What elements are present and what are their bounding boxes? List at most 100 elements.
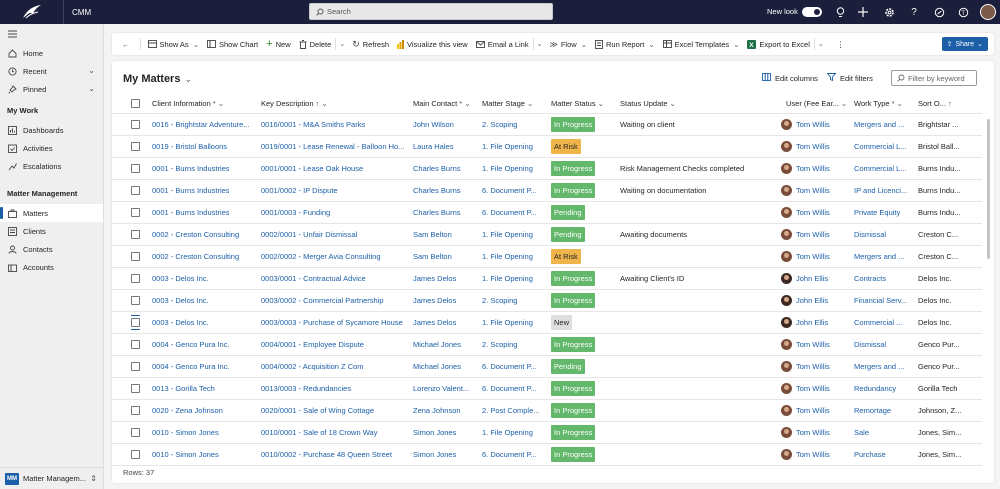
table-row[interactable]: 0003 - Delos Inc. 0003/0001 - Contractual… <box>112 268 982 290</box>
column-header-matter-stage[interactable]: Matter Stage ⌄ <box>482 98 534 108</box>
matter-stage-link[interactable]: 6. Document P... <box>482 450 537 459</box>
table-row[interactable]: 0002 - Creston Consulting 0002/0002 - Mer… <box>112 246 982 268</box>
sidebar-item-pinned[interactable]: Pinned ⌄ <box>0 80 103 98</box>
user-avatar[interactable] <box>980 4 996 20</box>
client-link[interactable]: 0010 - Simon Jones <box>152 428 219 437</box>
column-header-matter-status[interactable]: Matter Status ⌄ <box>551 98 604 108</box>
view-selector[interactable]: My Matters ⌄ <box>123 73 192 85</box>
row-checkbox[interactable] <box>131 400 140 421</box>
back-button[interactable]: ← <box>118 33 137 55</box>
client-link[interactable]: 0003 - Delos Inc. <box>152 296 209 305</box>
delete-button[interactable]: Delete <box>295 33 336 55</box>
main-contact-link[interactable]: Simon Jones <box>413 450 457 459</box>
teams-icon[interactable]: T <box>956 5 970 19</box>
settings-gear-icon[interactable] <box>882 5 896 19</box>
new-button[interactable]: + New <box>262 33 294 55</box>
copilot-icon[interactable] <box>932 5 946 19</box>
matter-stage-link[interactable]: 6. Document P... <box>482 384 537 393</box>
more-email-chevron[interactable]: ⌄ <box>532 38 546 50</box>
more-commands-icon[interactable]: ⋮ <box>836 39 845 49</box>
excel-templates-button[interactable]: Excel Templates ⌄ <box>659 33 744 55</box>
key-description-link[interactable]: 0019/0001 - Lease Renewal - Balloon Ho..… <box>261 142 405 151</box>
user-cell[interactable]: John Ellis <box>781 312 849 333</box>
key-description-link[interactable]: 0020/0001 - Sale of Wing Cottage <box>261 406 374 415</box>
matter-stage-link[interactable]: 6. Document P... <box>482 362 537 371</box>
sidebar-item-matters[interactable]: Matters <box>0 204 103 222</box>
hamburger-menu-icon[interactable] <box>0 24 103 44</box>
show-chart-button[interactable]: Show Chart <box>203 33 262 55</box>
new-look-toggle[interactable] <box>802 7 822 17</box>
user-cell[interactable]: John Ellis <box>781 290 849 311</box>
table-row[interactable]: 0001 - Burns Industries 0001/0003 - Fundi… <box>112 202 982 224</box>
show-as-button[interactable]: Show As ⌄ <box>144 33 203 55</box>
table-row[interactable]: 0010 - Simon Jones 0010/0001 - Sale of 18… <box>112 422 982 444</box>
user-cell[interactable]: Tom Willis <box>781 224 849 245</box>
sidebar-item-recent[interactable]: Recent ⌄ <box>0 62 103 80</box>
lightbulb-icon[interactable] <box>833 5 847 19</box>
sidebar-item-home[interactable]: Home <box>0 44 103 62</box>
table-row[interactable]: 0019 - Bristol Balloons 0019/0001 - Lease… <box>112 136 982 158</box>
user-cell[interactable]: Tom Willis <box>781 136 849 157</box>
table-row[interactable]: 0001 - Burns Industries 0001/0001 - Lease… <box>112 158 982 180</box>
work-type-link[interactable]: Mergers and ... <box>854 362 905 371</box>
user-cell[interactable]: John Ellis <box>781 268 849 289</box>
user-cell[interactable]: Tom Willis <box>781 400 849 421</box>
user-cell[interactable]: Tom Willis <box>781 356 849 377</box>
work-type-link[interactable]: Commercial ... <box>854 318 903 327</box>
sidebar-item-dashboards[interactable]: Dashboards <box>0 121 103 139</box>
more-delete-chevron[interactable]: ⌄ <box>335 38 348 50</box>
client-link[interactable]: 0019 - Bristol Balloons <box>152 142 228 151</box>
table-row[interactable]: 0020 - Zena Johnson 0020/0001 - Sale of W… <box>112 400 982 422</box>
row-checkbox[interactable] <box>131 334 140 355</box>
work-type-link[interactable]: Dismissal <box>854 340 887 349</box>
work-type-link[interactable]: Mergers and ... <box>854 120 905 129</box>
user-cell[interactable]: Tom Willis <box>781 378 849 399</box>
main-contact-link[interactable]: Sam Belton <box>413 252 452 261</box>
key-description-link[interactable]: 0013/0003 - Redundancies <box>261 384 352 393</box>
main-contact-link[interactable]: Lorenzo Valent... <box>413 384 470 393</box>
client-link[interactable]: 0010 - Simon Jones <box>152 450 219 459</box>
main-contact-link[interactable]: James Delos <box>413 318 457 327</box>
key-description-link[interactable]: 0016/0001 - M&A Smiths Parks <box>261 120 366 129</box>
row-checkbox[interactable] <box>131 444 140 465</box>
main-contact-link[interactable]: Charles Burns <box>413 186 461 195</box>
client-link[interactable]: 0016 - Brightstar Adventure... <box>152 120 250 129</box>
key-description-link[interactable]: 0002/0002 - Merger Avia Consulting <box>261 252 381 261</box>
table-row[interactable]: 0003 - Delos Inc. 0003/0003 - Purchase of… <box>112 312 982 334</box>
main-contact-link[interactable]: Michael Jones <box>413 340 461 349</box>
client-link[interactable]: 0004 - Genco Pura Inc. <box>152 340 230 349</box>
main-contact-link[interactable]: Laura Hales <box>413 142 454 151</box>
work-type-link[interactable]: IP and Licenci... <box>854 186 908 195</box>
row-checkbox[interactable] <box>131 202 140 223</box>
edit-filters-button[interactable]: Edit filters <box>826 73 873 83</box>
app-logo[interactable] <box>0 0 64 24</box>
plus-icon[interactable] <box>856 5 870 19</box>
visualize-button[interactable]: Visualize this view <box>393 33 472 55</box>
sidebar-item-clients[interactable]: Clients <box>0 222 103 240</box>
chevron-down-icon[interactable]: ⌄ <box>88 66 95 75</box>
select-all-checkbox[interactable] <box>131 93 140 113</box>
key-description-link[interactable]: 0003/0001 - Contractual Advice <box>261 274 366 283</box>
client-link[interactable]: 0001 - Burns Industries <box>152 186 230 195</box>
table-row[interactable]: 0004 - Genco Pura Inc. 0004/0002 - Acquis… <box>112 356 982 378</box>
share-button[interactable]: ⇪ Share ⌄ <box>941 37 988 51</box>
client-link[interactable]: 0001 - Burns Industries <box>152 164 230 173</box>
client-link[interactable]: 0004 - Genco Pura Inc. <box>152 362 230 371</box>
row-checkbox[interactable] <box>131 290 140 311</box>
column-header-sort[interactable]: Sort O... ↑ <box>918 98 952 108</box>
key-description-link[interactable]: 0001/0001 - Lease Oak House <box>261 164 364 173</box>
help-icon[interactable]: ? <box>911 6 917 18</box>
client-link[interactable]: 0002 - Creston Consulting <box>152 230 240 239</box>
main-contact-link[interactable]: Charles Burns <box>413 208 461 217</box>
work-type-link[interactable]: Mergers and ... <box>854 252 905 261</box>
vertical-scrollbar[interactable] <box>987 119 990 259</box>
user-cell[interactable]: Tom Willis <box>781 114 849 135</box>
main-contact-link[interactable]: Michael Jones <box>413 362 461 371</box>
email-link-button[interactable]: Email a Link <box>472 33 533 55</box>
key-description-link[interactable]: 0003/0002 - Commercial Partnership <box>261 296 384 305</box>
row-checkbox[interactable] <box>131 268 140 289</box>
client-link[interactable]: 0020 - Zena Johnson <box>152 406 223 415</box>
main-contact-link[interactable]: Simon Jones <box>413 428 457 437</box>
chevron-down-icon[interactable]: ⌄ <box>88 84 95 93</box>
matter-stage-link[interactable]: 6. Document P... <box>482 208 537 217</box>
